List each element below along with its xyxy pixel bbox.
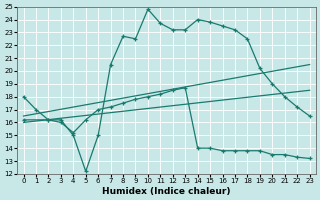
X-axis label: Humidex (Indice chaleur): Humidex (Indice chaleur) bbox=[102, 187, 231, 196]
